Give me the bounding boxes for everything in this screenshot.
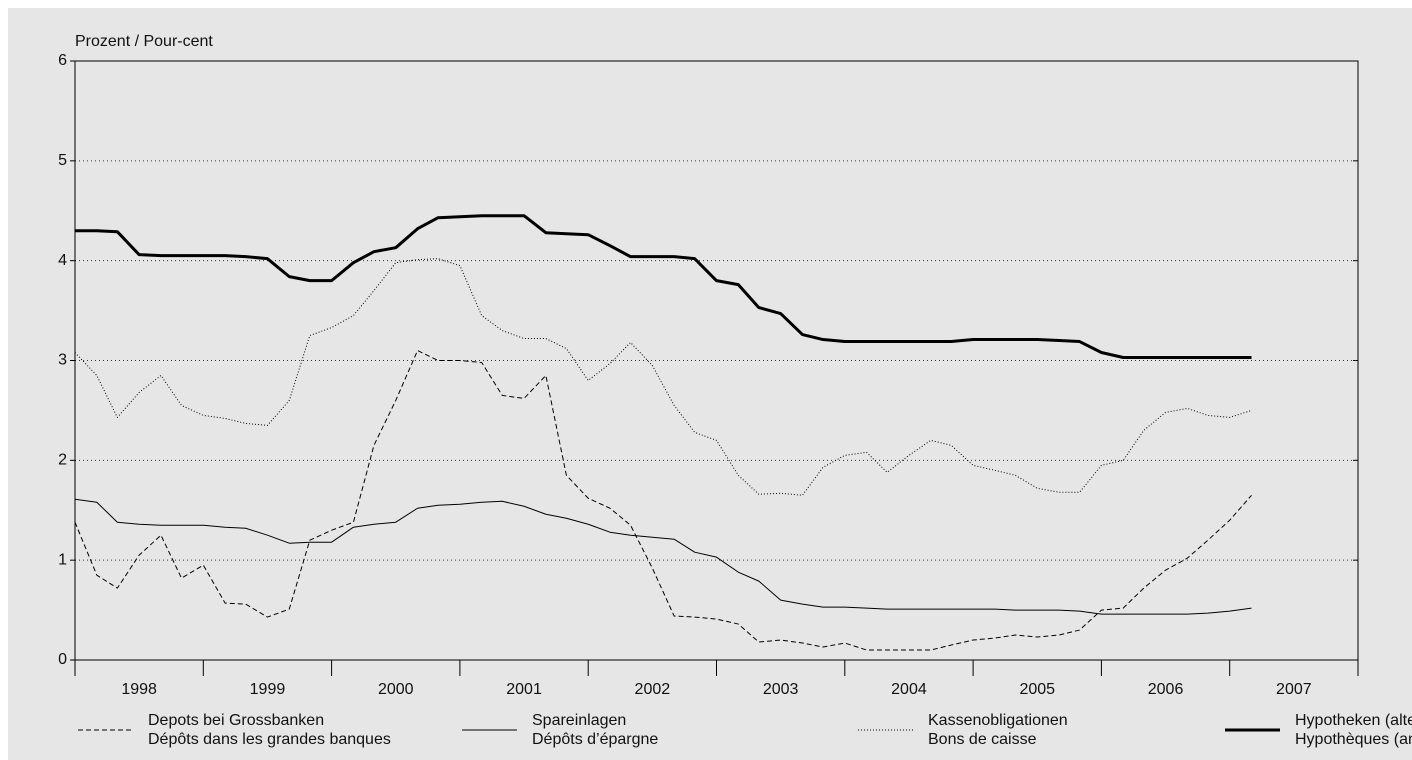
legend-label: Hypothèques (anciennes) xyxy=(1295,731,1412,748)
series-line xyxy=(75,214,1252,360)
legend-label: Spareinlagen xyxy=(532,712,626,729)
y-tick-label: 1 xyxy=(58,551,67,568)
x-tick-label: 2002 xyxy=(635,681,671,698)
legend-label: Kassenobligationen xyxy=(928,712,1068,729)
background xyxy=(8,8,1412,760)
x-tick-label: 2006 xyxy=(1148,681,1184,698)
legend-label: Depots bei Grossbanken xyxy=(148,712,324,729)
y-tick-label: 2 xyxy=(58,452,67,469)
legend-label: Dépôts dans les grandes banques xyxy=(148,731,391,748)
x-tick-label: 2004 xyxy=(891,681,927,698)
x-tick-label: 2001 xyxy=(506,681,542,698)
y-tick-label: 4 xyxy=(58,252,67,269)
legend-label: Hypotheken (alte) xyxy=(1295,712,1412,729)
y-tick-label: 6 xyxy=(58,52,67,69)
legend-label: Dépôts d’épargne xyxy=(532,731,658,748)
x-tick-label: 2005 xyxy=(1019,681,1055,698)
y-tick-label: 0 xyxy=(58,651,67,668)
x-tick-label: 1998 xyxy=(121,681,157,698)
x-tick-label: 2000 xyxy=(378,681,414,698)
y-tick-label: 5 xyxy=(58,152,67,169)
x-tick-label: 2007 xyxy=(1276,681,1312,698)
series-line xyxy=(74,258,1252,496)
series-line xyxy=(74,350,1252,651)
plot-frame xyxy=(74,60,1359,661)
x-tick-label: 1999 xyxy=(250,681,286,698)
legend-label: Bons de caisse xyxy=(928,731,1037,748)
series-line xyxy=(74,498,1252,615)
x-tick-label: 2003 xyxy=(763,681,799,698)
y-axis-label: Prozent / Pour-cent xyxy=(75,33,213,50)
y-tick-label: 3 xyxy=(58,352,67,369)
